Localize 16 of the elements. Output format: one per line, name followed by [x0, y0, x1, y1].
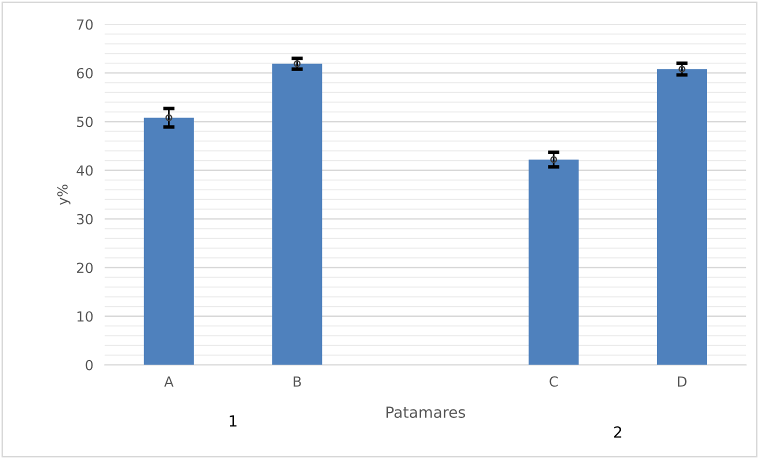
x-tick-label: B [294, 376, 301, 387]
y-tick-label: 60 [76, 68, 93, 78]
y-tick-label: 30 [77, 214, 93, 224]
text: 2 [614, 426, 622, 438]
y-tick-label: 40 [76, 165, 93, 176]
y-tick-label: 70 [77, 19, 93, 30]
y-axis-title: y% [57, 184, 70, 205]
x-tick-label: A [164, 376, 174, 387]
x-tick-label: D [678, 376, 686, 387]
x-tick-label: C [550, 376, 558, 387]
y-tick-label: 50 [77, 116, 93, 128]
y-tick-label: 20 [76, 262, 93, 274]
y-tick-label: 10 [77, 311, 93, 322]
x-axis-title: Patamares [386, 406, 466, 418]
text: 1 [230, 415, 236, 427]
y-tick-label: 0 [86, 360, 93, 370]
